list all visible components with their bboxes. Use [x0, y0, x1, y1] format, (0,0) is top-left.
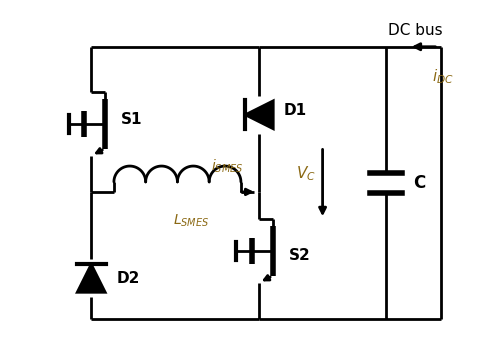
Text: $i_{SMES}$: $i_{SMES}$	[211, 157, 244, 175]
Text: S1: S1	[120, 112, 142, 127]
Text: DC bus: DC bus	[388, 23, 443, 38]
Text: $L_{SMES}$: $L_{SMES}$	[173, 212, 209, 229]
Text: C: C	[414, 174, 426, 192]
Text: D1: D1	[284, 103, 307, 118]
Text: S2: S2	[288, 248, 310, 263]
Polygon shape	[76, 263, 106, 293]
Text: D2: D2	[116, 271, 140, 286]
Text: $i_{DC}$: $i_{DC}$	[432, 67, 454, 86]
Text: $V_C$: $V_C$	[296, 164, 316, 183]
Polygon shape	[244, 100, 274, 129]
